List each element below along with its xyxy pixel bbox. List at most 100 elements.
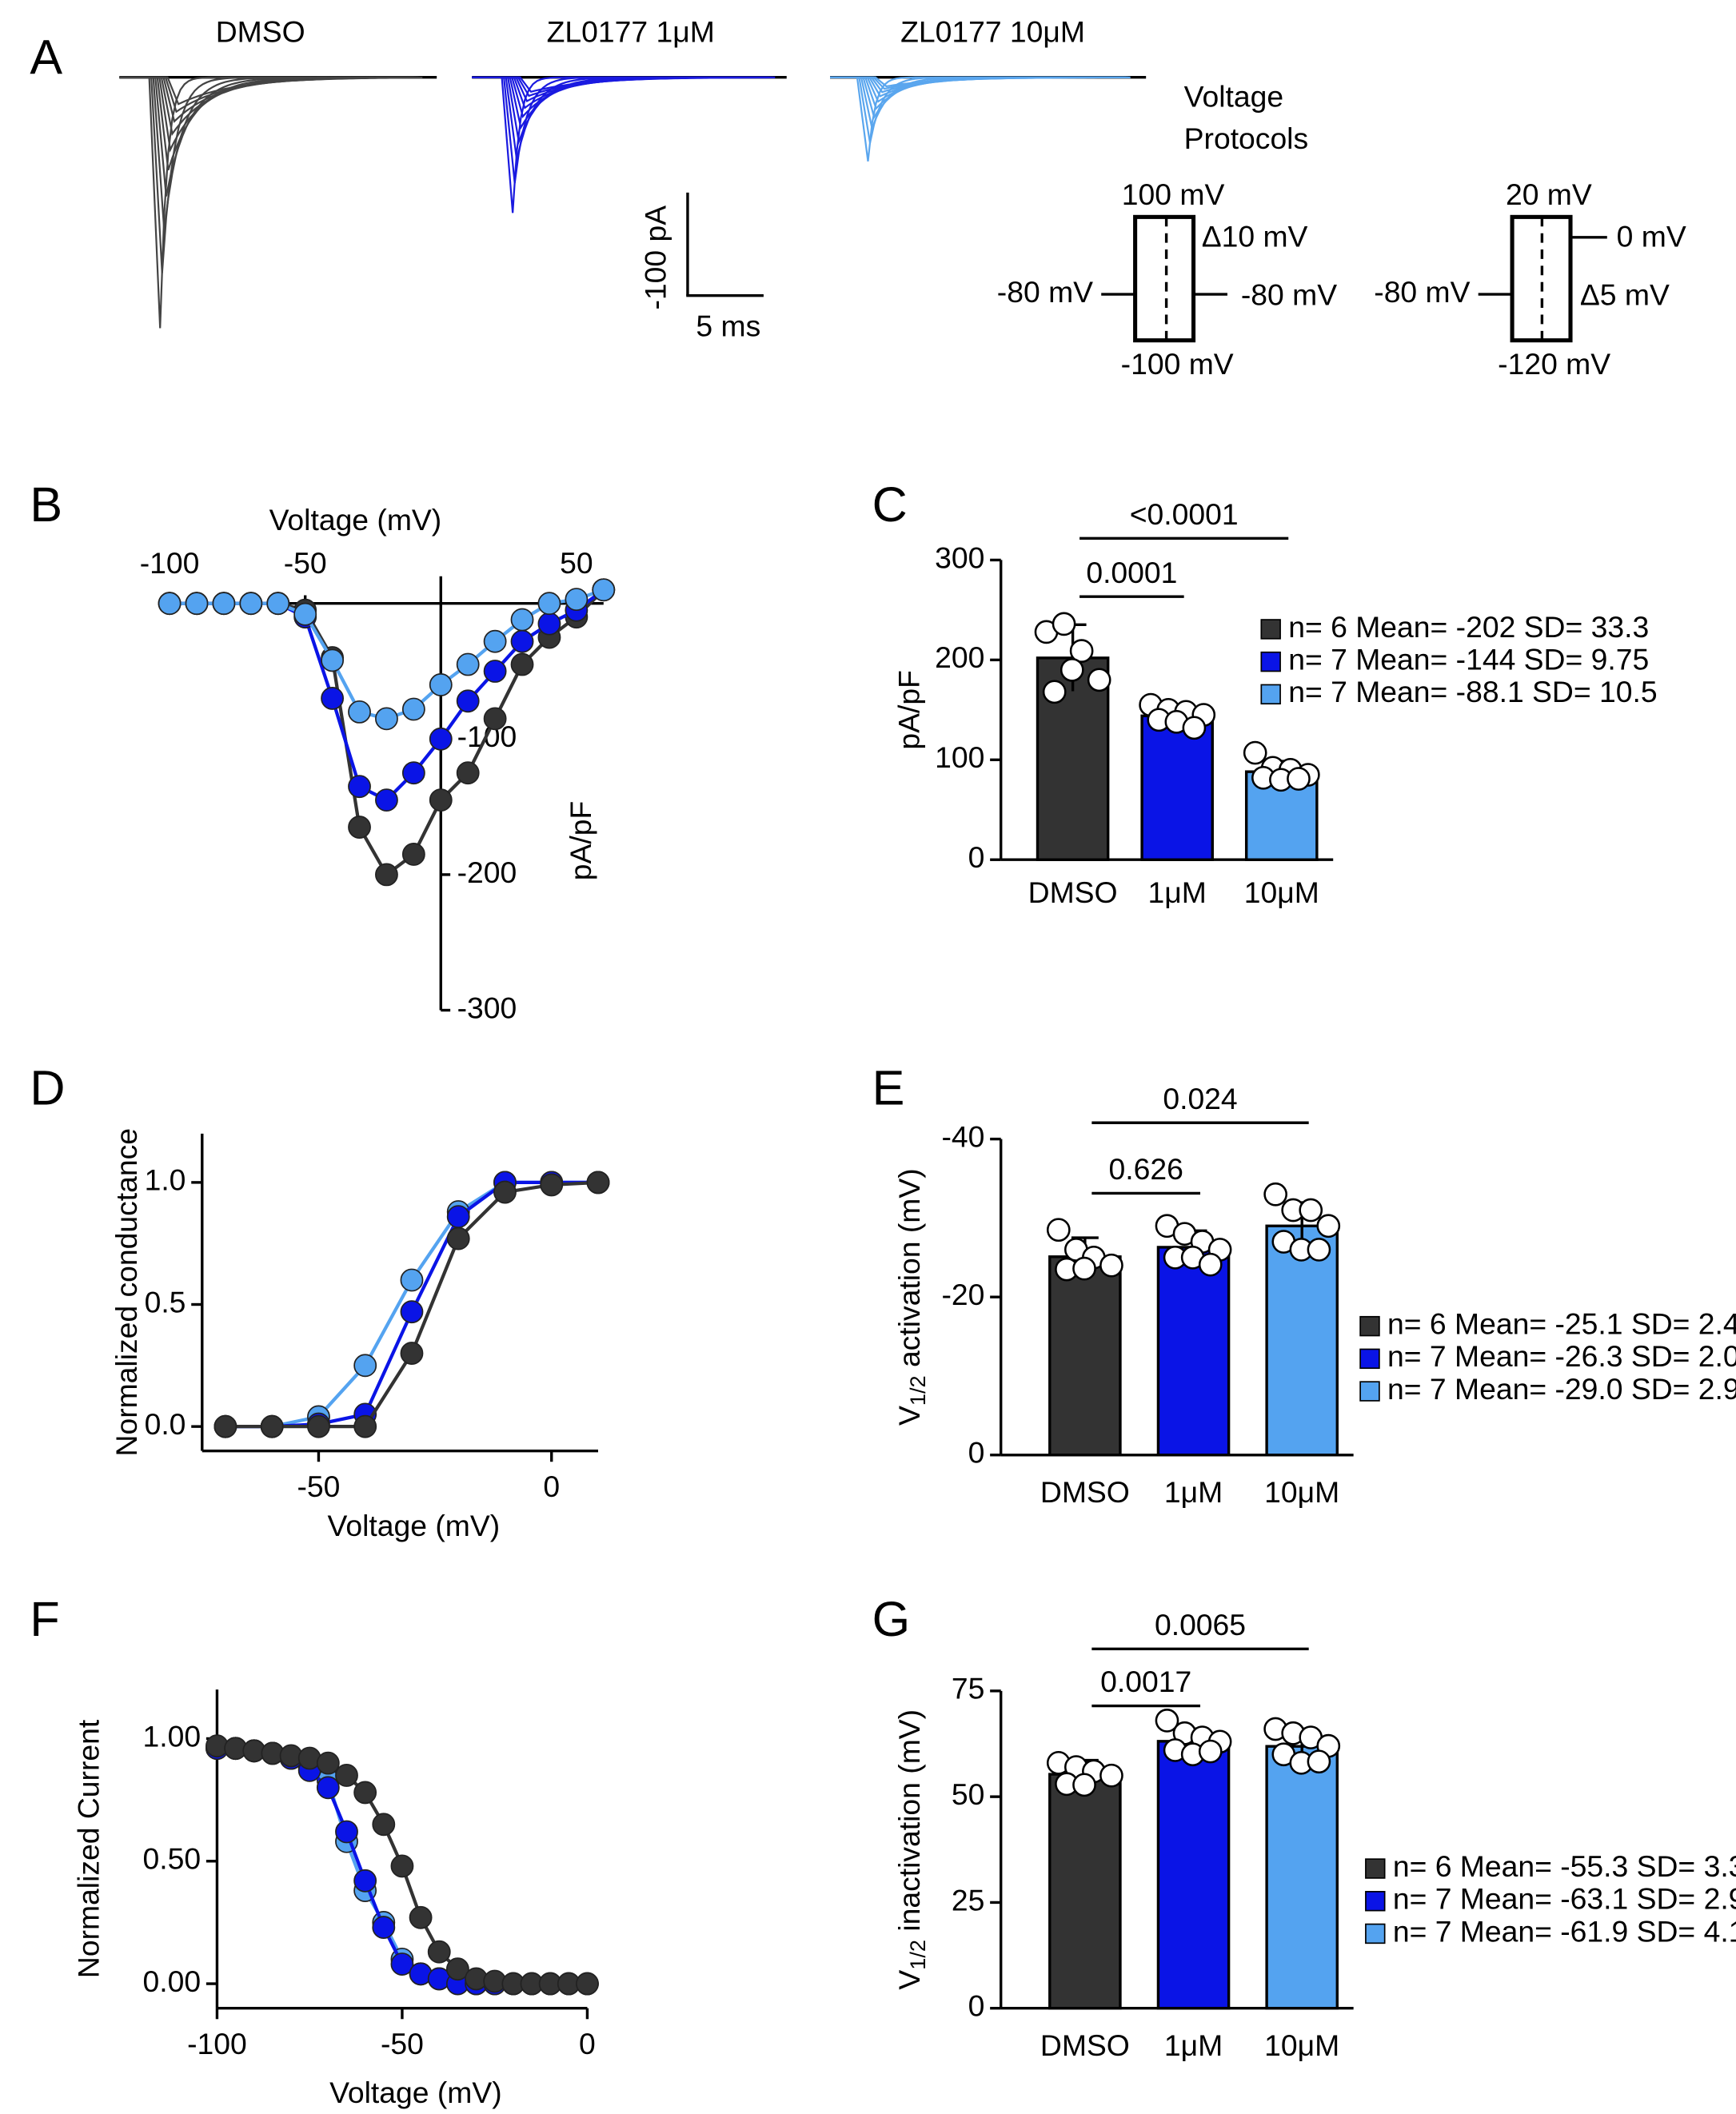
x-tick-label: 10μM — [1244, 876, 1319, 909]
data-point — [456, 652, 480, 676]
y-tick-label: 0.0 — [145, 1407, 186, 1441]
data-point — [372, 1916, 396, 1939]
data-point — [592, 578, 616, 602]
significance-label: 0.0001 — [1086, 556, 1177, 589]
data-point — [260, 1414, 284, 1438]
protocol-label: 100 mV — [1122, 177, 1225, 211]
data-point — [400, 1342, 424, 1365]
y-tick-label: 25 — [952, 1883, 984, 1917]
significance-label: 0.0017 — [1100, 1665, 1191, 1698]
y-axis-label-part: V — [892, 1970, 926, 1990]
data-point — [348, 700, 371, 724]
y-axis-label: V1/2 activation (mV) — [892, 1168, 930, 1426]
panel-label: E — [872, 1060, 905, 1115]
y-tick-label: 1.00 — [142, 1719, 201, 1753]
x-tick-label: 1μM — [1148, 876, 1207, 909]
protocol-box — [1133, 214, 1196, 343]
y-axis-label-part: 1/2 — [905, 1940, 930, 1970]
y-tick-label: 0 — [968, 1989, 985, 2023]
data-point — [316, 1776, 340, 1800]
x-tick-label: 10μM — [1264, 1475, 1339, 1509]
data-point — [375, 863, 398, 887]
protocol-label: 0 mV — [1617, 219, 1686, 253]
legend-label: n= 6 Mean= -55.3 SD= 3.32 — [1393, 1849, 1736, 1883]
data-point — [214, 1414, 237, 1438]
data-point — [158, 592, 182, 616]
individual-point — [1243, 740, 1267, 765]
panel-label: B — [30, 477, 62, 532]
data-point — [537, 592, 561, 616]
panel-label: G — [872, 1592, 910, 1646]
data-point — [348, 775, 371, 799]
trace-label: DMSO — [216, 14, 305, 48]
individual-point — [1263, 1182, 1287, 1207]
data-point — [409, 1905, 433, 1929]
scale-label: 5 ms — [696, 309, 760, 342]
legend-swatch — [1365, 1891, 1386, 1912]
protocol-label: -80 mV — [997, 275, 1093, 309]
significance-label: 0.024 — [1163, 1082, 1237, 1115]
data-point — [212, 592, 236, 616]
x-tick-label: 0 — [543, 1470, 560, 1503]
bar — [1156, 1740, 1231, 2010]
data-point — [540, 1173, 564, 1197]
significance-label: 0.626 — [1108, 1152, 1183, 1186]
x-tick-label: DMSO — [1028, 876, 1118, 909]
data-point — [586, 1171, 610, 1195]
y-axis-label: pA/pF — [892, 670, 926, 750]
y-axis-label: pA/pF — [564, 801, 597, 881]
individual-point — [1182, 716, 1207, 740]
data-point — [390, 1952, 414, 1976]
data-point — [576, 1972, 599, 1996]
legend-label: n= 7 Mean= -61.9 SD= 4.12 — [1393, 1914, 1736, 1948]
x-tick-label: 1μM — [1164, 1475, 1223, 1509]
trace-label: ZL0177 1μM — [547, 14, 715, 48]
legend-label: n= 7 Mean= -88.1 SD= 10.5 — [1288, 675, 1657, 708]
y-axis-label-part: 1/2 — [905, 1375, 930, 1406]
protocol-title: Protocols — [1184, 122, 1308, 155]
y-axis-label: V1/2 inactivation (mV) — [892, 1709, 930, 1990]
data-point — [353, 1781, 377, 1805]
data-point — [401, 697, 425, 721]
data-point — [427, 1940, 451, 1964]
x-tick-label: DMSO — [1040, 1475, 1130, 1509]
individual-point — [1307, 1749, 1331, 1774]
legend-swatch — [1260, 684, 1281, 705]
x-tick-label: -100 — [140, 546, 200, 580]
y-tick-label: -200 — [457, 856, 517, 889]
individual-point — [1198, 1739, 1223, 1764]
data-point — [401, 761, 425, 785]
data-point — [293, 602, 317, 626]
x-tick-label: DMSO — [1040, 2028, 1130, 2062]
x-tick-label: 10μM — [1264, 2028, 1339, 2062]
panel-label: F — [30, 1592, 59, 1646]
data-point — [375, 788, 398, 812]
individual-point — [1046, 1218, 1071, 1242]
x-tick-label: 0 — [579, 2027, 596, 2060]
y-tick-label: 0.50 — [142, 1842, 201, 1876]
data-point — [353, 1869, 377, 1893]
x-axis-label: Voltage (mV) — [329, 2076, 502, 2109]
individual-point — [1299, 1198, 1323, 1223]
y-tick-label: 0.5 — [145, 1285, 186, 1318]
protocol-diagram: 100 mV Δ10 mV -80 mV -80 mV -100 mV — [997, 177, 1337, 381]
scale-label: -100 pA — [638, 205, 672, 310]
legend-swatch — [1260, 619, 1281, 640]
data-point — [510, 629, 534, 653]
x-tick-label: 1μM — [1164, 2028, 1223, 2062]
y-tick-label: 1.0 — [145, 1163, 186, 1197]
data-point — [510, 608, 534, 632]
individual-point — [1155, 1709, 1179, 1733]
y-tick-label: -20 — [941, 1278, 984, 1311]
legend-swatch — [1359, 1348, 1380, 1370]
data-point — [321, 648, 345, 672]
protocol-label: 20 mV — [1506, 177, 1592, 211]
legend-label: n= 7 Mean= -26.3 SD= 2.09 — [1387, 1339, 1736, 1373]
y-tick-label: 50 — [952, 1777, 984, 1811]
individual-point — [1087, 668, 1111, 692]
legend-label: n= 7 Mean= -29.0 SD= 2.96 — [1387, 1372, 1736, 1406]
data-point — [401, 843, 425, 866]
data-point — [321, 687, 345, 710]
data-point — [565, 588, 589, 612]
